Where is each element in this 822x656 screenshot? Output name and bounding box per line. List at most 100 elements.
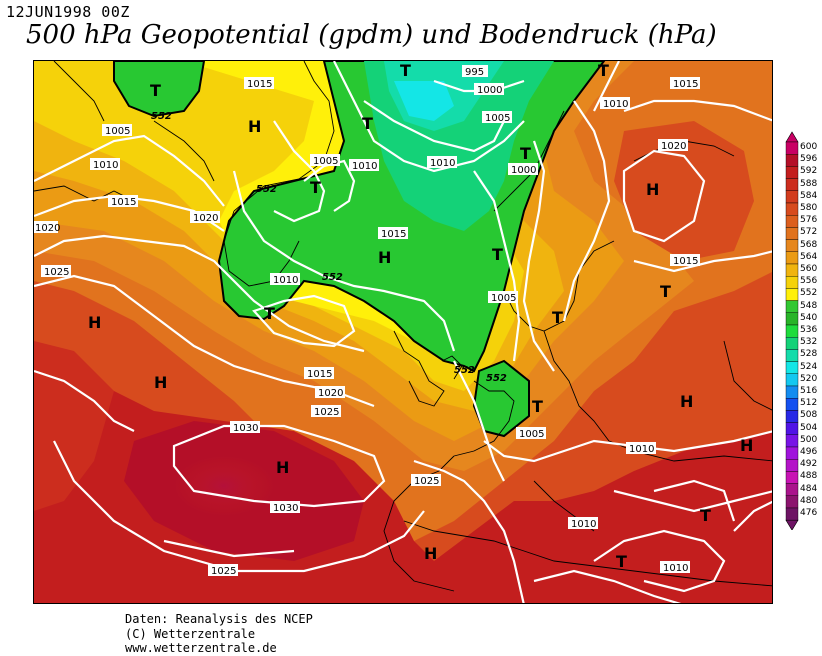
legend-swatch [785,312,799,326]
legend-label: 484 [800,483,818,494]
legend-swatch [785,459,799,472]
svg-text:1005: 1005 [491,293,516,304]
legend-label: 508 [800,410,818,421]
svg-text:1015: 1015 [381,229,406,240]
legend-label: 516 [800,386,818,396]
field-band-584 [34,341,114,511]
svg-text:1030: 1030 [233,423,258,434]
geopotential-labels: 552 552 552 552 552 [151,111,507,384]
legend-label: 524 [800,361,818,372]
legend-label: 584 [800,190,818,201]
isobars [34,61,772,603]
legend-label: 552 [800,288,818,299]
isobar-label-1010d: 1010 [600,97,630,110]
high-marker: H [276,458,289,477]
svg-text:1005: 1005 [485,113,510,124]
high-marker: H [248,117,261,136]
legend-label: 492 [800,459,818,470]
map-title: 500 hPa Geopotential (gpdm) und Bodendru… [26,20,717,50]
legend-label: 596 [800,154,818,165]
svg-text:1005: 1005 [313,156,338,167]
legend-swatch [785,336,799,350]
isobar-label-1015: 1015 [244,77,274,90]
legend-swatch [785,398,799,411]
svg-text:1010: 1010 [663,563,688,574]
legend-label: 556 [800,276,818,287]
low-marker: T [492,245,503,264]
color-legend: 600 596 592 588 584 580 576 572 568 564 560 556 552 5… [782,130,822,530]
legend-label: 540 [800,312,818,323]
legend-swatch [785,251,799,265]
legend-swatch [785,434,799,448]
svg-text:1015: 1015 [247,79,272,90]
high-marker: H [378,248,391,267]
legend-swatch [785,202,799,216]
legend-label: 600 [800,142,818,152]
low-marker: T [616,552,627,571]
credits-copyright: (C) Wetterzentrale [125,626,256,641]
svg-text:1015: 1015 [673,79,698,90]
isobar-label-1005c: 1005 [310,154,340,167]
svg-text:1020: 1020 [193,213,218,224]
legend-label: 500 [800,434,818,445]
legend-label: 580 [800,203,818,213]
svg-text:1000: 1000 [477,85,502,96]
isobar-label-1015e: 1015 [670,254,700,267]
svg-text:1010: 1010 [430,158,455,169]
nw-low-548 [113,61,206,118]
low-marker: T [362,114,373,133]
legend-swatch [785,178,799,191]
high-marker: H [154,373,167,392]
legend-swatch [785,471,799,484]
legend-swatch [785,483,799,497]
map-date: 12JUN1998 00Z [6,3,130,21]
high-marker: H [88,313,101,332]
legend-swatch [785,166,799,179]
legend-label: 572 [800,227,818,238]
isobar-label-1015f: 1015 [304,367,334,380]
isobar-label-1010: 1010 [90,158,120,171]
high-marker: H [740,436,753,455]
isobar-label-1020d: 1020 [315,386,345,399]
isobar-label-1020b: 1020 [34,221,60,234]
isobar-label-1000b: 1000 [508,163,538,176]
legend-label: 532 [800,337,818,348]
legend-label: 512 [800,398,818,409]
isobar-label-1030b: 1030 [270,501,300,514]
isobar-label-1020c: 1020 [658,139,688,152]
svg-text:1015: 1015 [307,369,332,380]
legend-label: 576 [800,215,818,226]
high-marker: H [680,392,693,411]
legend-swatch [785,141,799,155]
isobar-label-1000: 1000 [474,83,504,96]
svg-text:1005: 1005 [519,429,544,440]
legend-label: 592 [800,166,818,177]
svg-text:1020: 1020 [35,223,60,234]
svg-text:1010: 1010 [352,161,377,172]
isobar-label-1010h: 1010 [660,561,690,574]
svg-text:1025: 1025 [211,566,236,577]
isobar-label-1030: 1030 [230,421,260,434]
isobar-label-1015c: 1015 [378,227,408,240]
isobar-label-1015b: 1015 [108,195,138,208]
legend-swatch [785,324,799,338]
legend-label: 588 [800,178,818,189]
svg-text:552: 552 [454,365,475,376]
legend-swatch [785,507,799,521]
credits: Daten: Reanalysis des NCEP (C) Wetterzen… [125,612,313,656]
low-marker: T [660,282,671,301]
legend-swatch [785,227,799,240]
legend-swatch [785,239,799,252]
low-marker: T [552,308,563,327]
legend-swatch [785,349,799,362]
isobar-label-1010f: 1010 [626,442,656,455]
svg-text:1025: 1025 [44,267,69,278]
svg-text:1010: 1010 [603,99,628,110]
low-marker: T [598,61,609,80]
credits-source: Daten: Reanalysis des NCEP [125,612,313,626]
svg-text:1010: 1010 [93,160,118,171]
legend-label: 536 [800,325,818,335]
isobar-label-1025d: 1025 [208,564,238,577]
legend-label: 548 [800,300,818,311]
low-marker: T [532,397,543,416]
